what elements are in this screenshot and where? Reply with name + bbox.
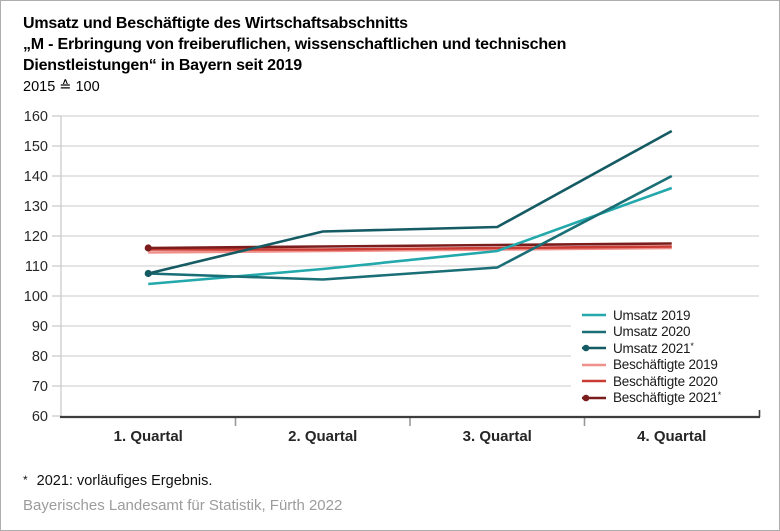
series-line-umsatz-2021 (147, 129, 673, 275)
legend-swatch-marker-dot (582, 344, 590, 352)
series-line-umsatz-2020 (148, 174, 673, 281)
chart-legend: Umsatz 2019 Umsatz 2020 Umsatz 2021* Beschä… (571, 304, 762, 410)
title-block: Umsatz und Beschäftigte des Wirtschaftsa… (23, 13, 566, 97)
y-axis-label: 70 (32, 379, 48, 395)
y-axis-label: 130 (24, 199, 48, 215)
y-axis-label: 100 (24, 289, 48, 305)
legend-swatch-line (582, 363, 606, 367)
legend-label: Umsatz 2019 (613, 307, 691, 323)
legend-item: Beschäftigte 2019 (581, 357, 762, 374)
legend-item: Beschäftigte 2020 (581, 373, 762, 390)
legend-label: Beschäftigte 2019 (613, 357, 718, 373)
chart-title-line-2: „M - Erbringung von freiberuflichen, wis… (23, 36, 567, 53)
y-axis-label: 140 (24, 169, 48, 185)
legend-swatch-line (582, 330, 606, 334)
legend-item: Umsatz 2020 (581, 324, 762, 341)
legend-swatch-marker-dot (582, 394, 590, 402)
footnote-text: 2021: vorläufiges Ergebnis. (36, 473, 213, 489)
y-axis-label: 150 (24, 139, 48, 155)
legend-swatch-line (582, 313, 606, 317)
legend-swatch-line (582, 394, 606, 402)
y-axis-label: 110 (25, 259, 48, 275)
legend-item: Umsatz 2019 (581, 307, 762, 324)
legend-label: Beschäftigte 2020 (613, 373, 718, 389)
legend-label: Beschäftigte 2021* (613, 390, 722, 406)
x-axis-label: 1. Quartal (114, 428, 183, 445)
x-axis-label: 4. Quartal (637, 428, 706, 445)
source-attribution: Bayerisches Landesamt für Statistik, Für… (23, 497, 343, 514)
series-line-besch-ftigte-2020 (148, 245, 672, 251)
legend-label: Umsatz 2020 (613, 324, 691, 340)
legend-label: Umsatz 2021* (613, 340, 694, 356)
legend-label-asterisk: * (690, 340, 694, 351)
legend-swatch-line (582, 379, 606, 383)
y-axis-label: 80 (32, 349, 48, 365)
series-marker-besch-ftigte-2021 (144, 244, 152, 252)
legend-item: Umsatz 2021* (581, 340, 762, 357)
x-axis-label: 2. Quartal (288, 428, 357, 445)
index-base-subtitle: 2015 ≙ 100 (23, 79, 100, 95)
y-axis-label: 90 (32, 319, 48, 335)
chart-title-line-3: Dienstleistungen“ in Bayern seit 2019 (23, 57, 302, 74)
legend-item: Beschäftigte 2021* (581, 390, 762, 407)
series-marker-umsatz-2021 (144, 269, 152, 278)
x-axis-label: 3. Quartal (463, 428, 532, 445)
legend-label-asterisk: * (717, 390, 722, 401)
chart-title-line-1: Umsatz und Beschäftigte des Wirtschaftsa… (23, 15, 408, 32)
y-axis-label: 120 (24, 229, 48, 245)
footnote: * 2021: vorläufiges Ergebnis. (23, 473, 212, 489)
footnote-asterisk: * (23, 473, 28, 487)
y-axis-label: 160 (24, 109, 48, 125)
legend-swatch-line (582, 344, 606, 352)
series-line-besch-ftigte-2021 (148, 242, 672, 250)
y-axis-label: 60 (32, 409, 48, 425)
